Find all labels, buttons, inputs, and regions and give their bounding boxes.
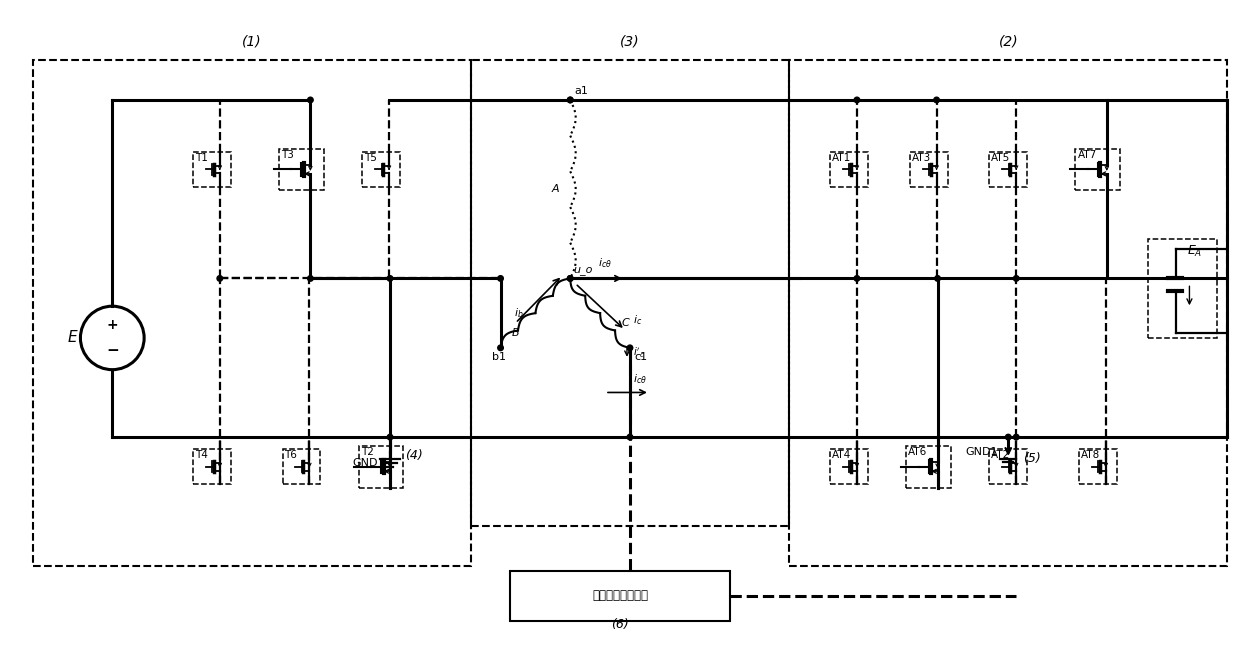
Circle shape [217,276,223,281]
Bar [511,571,729,620]
Bar [32,61,471,566]
Text: AT6: AT6 [908,447,928,457]
Text: −: − [105,343,119,358]
Circle shape [1006,434,1011,440]
Text: $i'_c$: $i'_c$ [632,345,645,360]
Circle shape [497,345,503,351]
Circle shape [568,97,573,103]
Bar [362,152,401,187]
Circle shape [854,276,859,281]
Circle shape [497,276,503,281]
Text: T5: T5 [365,153,377,163]
Text: GND1: GND1 [966,447,998,457]
Text: AT5: AT5 [991,153,1011,163]
Text: AT3: AT3 [911,153,931,163]
Text: $E_A$: $E_A$ [1187,243,1203,259]
Text: $i_{c\theta}$: $i_{c\theta}$ [632,372,647,386]
Text: AT7: AT7 [1078,149,1096,159]
Text: (5): (5) [1023,452,1040,465]
Text: E: E [68,330,77,345]
Circle shape [308,97,314,103]
Text: T3: T3 [281,149,294,159]
Text: AT2: AT2 [991,451,1011,461]
Bar [358,446,403,488]
Text: C: C [621,318,629,328]
Text: (3): (3) [620,34,640,49]
Bar [910,152,947,187]
Bar [990,152,1027,187]
Circle shape [1013,434,1019,440]
Text: T6: T6 [284,451,298,461]
Bar [906,446,951,488]
Bar [789,61,1228,566]
Circle shape [1013,276,1019,281]
Circle shape [934,97,940,103]
Circle shape [568,276,573,281]
Text: $i_{c\theta}$: $i_{c\theta}$ [598,257,613,270]
Circle shape [935,276,940,281]
Text: (4): (4) [405,449,423,462]
Text: T2: T2 [361,447,373,457]
Bar [1079,449,1117,484]
Text: A: A [552,184,559,194]
Text: c1: c1 [634,352,647,362]
Text: u_o: u_o [574,265,593,276]
Text: 中心电压检测模块: 中心电压检测模块 [591,589,649,602]
Text: T4: T4 [195,451,208,461]
Text: $i_b$: $i_b$ [513,306,523,320]
Bar [471,61,789,526]
Text: AT8: AT8 [1081,451,1100,461]
Bar [283,449,320,484]
Circle shape [627,345,632,351]
Circle shape [854,97,859,103]
Text: AT1: AT1 [832,153,852,163]
Text: T1: T1 [195,153,208,163]
Circle shape [308,276,314,281]
Text: $i_c$: $i_c$ [634,313,642,327]
Text: a1: a1 [574,86,588,96]
Circle shape [627,434,632,440]
Bar [1075,149,1120,190]
Circle shape [568,276,573,281]
Text: (6): (6) [611,619,629,632]
Text: (2): (2) [998,34,1018,49]
Circle shape [568,97,573,103]
Circle shape [387,276,393,281]
Bar [830,449,868,484]
Text: GND: GND [352,458,378,468]
Text: +: + [107,318,118,332]
Text: (1): (1) [242,34,262,49]
Bar [193,152,231,187]
Text: b1: b1 [491,352,506,362]
Bar [1148,239,1218,338]
Bar [830,152,868,187]
Text: B: B [512,328,520,338]
Bar [990,449,1027,484]
Circle shape [387,434,393,440]
Text: AT4: AT4 [832,451,852,461]
Bar [279,149,324,190]
Bar [193,449,231,484]
